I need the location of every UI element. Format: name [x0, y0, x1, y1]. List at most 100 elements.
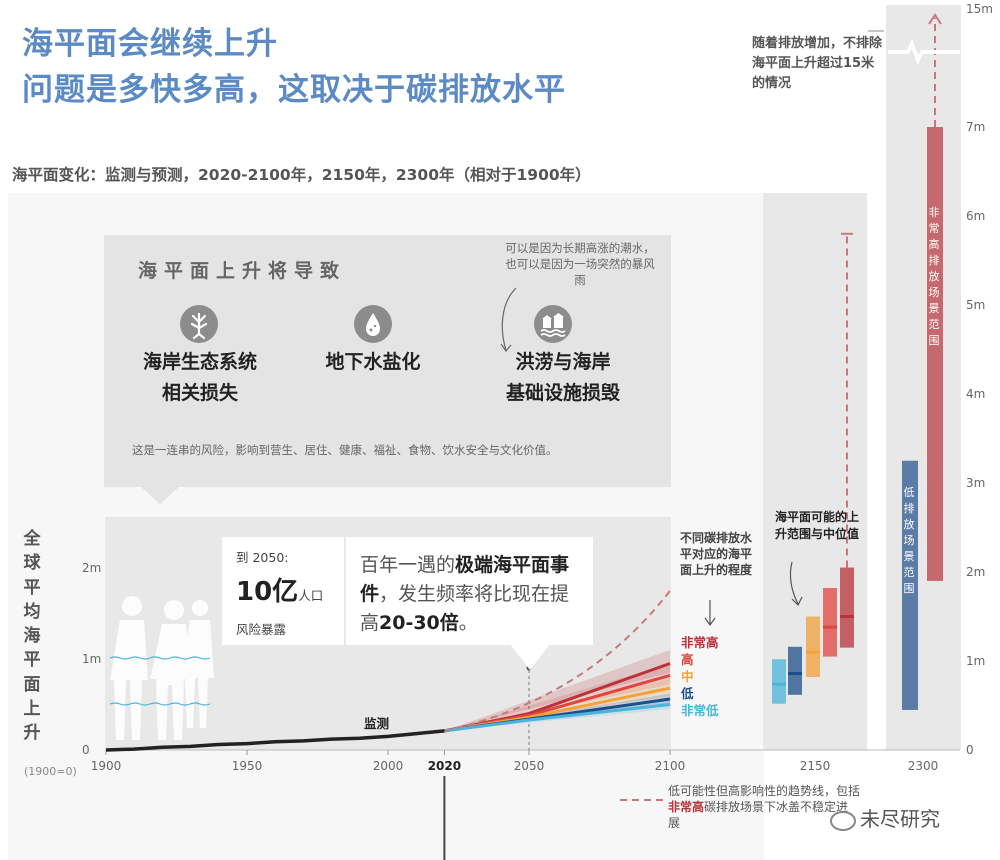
range-note: 海平面可能的上升范围与中位值 [775, 510, 860, 541]
consequence-pointer [140, 486, 180, 504]
consequence-3-line2: 基础设施损毁 [505, 382, 620, 404]
x-tick-label: 1950 [232, 759, 263, 773]
exposure-value: 10亿 [236, 577, 299, 607]
consequence-1: 海岸生态系统 相关损失 [125, 347, 275, 409]
dashed-legend-post: 碳排放场景下冰盖不稳定进展 [668, 800, 849, 830]
extreme-bold: 极端海平面事件 [360, 554, 570, 605]
scenario-band [444, 693, 670, 731]
range-note-arrow [789, 561, 803, 607]
tree-roots-icon [180, 305, 218, 343]
yaxis-char: 上 [23, 699, 41, 720]
dashed-legend-line [620, 799, 664, 801]
range-bar-2150 [772, 659, 786, 704]
right-y-tick-label: 15m [966, 2, 993, 16]
exposure-figure: 10亿人口 [236, 571, 323, 608]
exposure-callout: 到 2050: 10亿人口 风险暴露 [222, 537, 344, 645]
yaxis-char: 平 [23, 650, 41, 671]
yaxis-char: 均 [23, 601, 41, 622]
range-bar-2300 [902, 460, 918, 710]
consequence-title: 海平面上升将导致 [138, 260, 347, 282]
bar-very-high-label: 非常高排放场景范围 [928, 206, 940, 347]
right-y-tick-label: 6m [966, 209, 985, 223]
bar-low-label: 低排放场景范围 [903, 486, 915, 595]
yaxis-char: 升 [23, 723, 41, 744]
extreme-event-text: 百年一遇的极端海平面事件，发生频率将比现在提高20-30倍。 [360, 551, 585, 638]
right-y-tick-label: 4m [966, 387, 985, 401]
scenario-legend: 非常高 高 中 低 非常低 [681, 634, 719, 719]
legend-medium: 中 [681, 669, 694, 684]
dashed-legend-pre: 低可能性但高影响性的趋势线，包括 [668, 784, 861, 798]
yaxis-char: 球 [23, 553, 41, 574]
exposure-unit: 人口 [298, 588, 324, 603]
yaxis-char: 全 [23, 529, 41, 549]
range-median-2150 [840, 615, 854, 618]
watermark: 未尽研究 [830, 803, 940, 832]
consequence-3-line1: 洪涝与海岸 [515, 351, 611, 373]
title-line-2: 问题是多快多高，这取决于碳排放水平 [22, 72, 566, 108]
subtitle: 海平面变化：监测与预测，2020-2100年，2150年，2300年（相对于19… [12, 166, 591, 184]
top-note: 随着排放增加，不排除海平面上升超过15米的情况 [752, 36, 883, 91]
flood-note: 可以是因为长期高涨的潮水，也可以是因为一场突然的暴风雨 [505, 241, 655, 287]
extreme-event-callout: 百年一遇的极端海平面事件，发生频率将比现在提高20-30倍。 [346, 537, 593, 645]
x-tick-label-2300: 2300 [908, 759, 939, 773]
scenario-band [444, 649, 670, 731]
observed-label: 监测 [364, 716, 390, 731]
range-bar-2150 [788, 646, 802, 695]
range-median-2150 [772, 682, 786, 686]
watermark-text: 未尽研究 [860, 807, 940, 831]
range-median-2150 [788, 671, 802, 675]
x-tick-label-2150: 2150 [800, 759, 831, 773]
scenario-note: 不同碳排放水平对应的海平面上升的程度 [680, 531, 753, 577]
legend-very-low: 非常低 [681, 703, 719, 718]
range-median-2150 [806, 650, 820, 654]
x-tick-label: 2020 [428, 759, 461, 773]
scenario-note-arrow [704, 600, 716, 627]
right-y-tick-label: 3m [966, 476, 985, 490]
flood-note-arrow [500, 287, 517, 352]
right-y-tick-label: 2m [966, 565, 985, 579]
consequence-1-line1: 海岸生态系统 [142, 351, 257, 373]
x-tick-label: 2050 [514, 759, 545, 773]
exposure-year: 到 2050: [236, 550, 289, 565]
panel-2300 [886, 5, 961, 750]
scenario-band [444, 663, 670, 731]
consequence-2: 地下水盐化 [310, 347, 436, 378]
yaxis-char: 面 [23, 674, 41, 695]
range-bar-2150 [823, 588, 837, 657]
right-y-tick-label: 7m [966, 120, 985, 134]
consequence-box [104, 235, 671, 487]
dashed-legend-bold: 非常高 [668, 800, 705, 814]
people-silhouette-icon [109, 596, 214, 740]
y-tick-label: 0 [82, 743, 90, 757]
range-bar-2150 [806, 616, 820, 678]
extreme-mid: ，发生频率将比现在提高 [360, 583, 570, 634]
x-tick-label: 2100 [655, 759, 686, 773]
yaxis-label: 全 球 平 均 海 平 面 上 升 [22, 527, 42, 746]
x-tick-label: 2000 [373, 759, 404, 773]
right-y-tick-label: 5m [966, 298, 985, 312]
legend-low: 低 [681, 686, 694, 701]
y-tick-label: 1m [82, 652, 101, 666]
water-drop-icon [354, 305, 392, 343]
axis-break [888, 39, 960, 65]
low-likelihood-2300-arrow [928, 13, 942, 25]
y-tick-label: 2m [82, 561, 101, 575]
yaxis-char: 海 [23, 626, 41, 647]
right-y-tick-label: 0 [966, 743, 974, 757]
yaxis-char: 平 [23, 577, 41, 598]
observed-line [105, 729, 445, 752]
consequence-2-line1: 地下水盐化 [325, 351, 421, 373]
right-y-tick-label: 1m [966, 654, 985, 668]
extreme-end: 。 [458, 612, 478, 634]
range-bar-2300 [927, 127, 943, 581]
low-likelihood-line [444, 590, 671, 732]
range-bar-2150 [840, 567, 854, 648]
exposure-label: 风险暴露 [236, 622, 287, 637]
scenario-line [444, 703, 671, 733]
title-line-1: 海平面会继续上升 [22, 26, 278, 62]
legend-very-high: 非常高 [681, 635, 719, 650]
consequence-1-line2: 相关损失 [161, 382, 238, 404]
consequence-3: 洪涝与海岸 基础设施损毁 [483, 347, 643, 409]
yaxis-baseline-note: (1900=0) [24, 765, 77, 778]
